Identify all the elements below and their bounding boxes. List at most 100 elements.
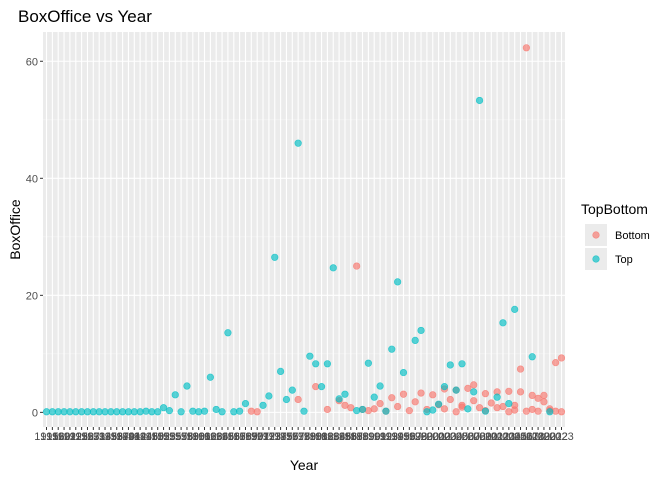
x-tick-label: 1934 bbox=[87, 431, 111, 443]
x-tick-label: 2007 bbox=[456, 431, 480, 443]
x-tick-label: 1986 bbox=[333, 431, 357, 443]
data-point-bottom bbox=[388, 394, 396, 402]
data-point-bottom bbox=[475, 404, 484, 412]
x-tick-label: 2005 bbox=[444, 431, 468, 443]
x-tick-label: 2006 bbox=[450, 431, 474, 443]
x-tick-label: 1974 bbox=[262, 431, 286, 443]
x-tick-label: 1976 bbox=[274, 431, 298, 443]
data-point-top bbox=[183, 382, 191, 390]
data-point-top bbox=[218, 408, 226, 416]
x-tick-label: 1984 bbox=[321, 431, 345, 443]
x-tick-label: 2004 bbox=[438, 431, 462, 443]
data-point-bottom bbox=[452, 408, 460, 416]
x-tick-label: 1991 bbox=[362, 431, 386, 443]
x-tick-label: 1975 bbox=[268, 431, 292, 443]
data-point-top bbox=[159, 404, 168, 412]
x-tick-label: 1922 bbox=[58, 431, 82, 443]
data-point-top bbox=[288, 386, 296, 394]
data-point-top bbox=[259, 401, 267, 409]
data-point-top bbox=[446, 361, 454, 369]
data-point-top bbox=[294, 139, 302, 147]
data-point-top bbox=[241, 399, 250, 408]
legend-label-top: Top bbox=[615, 254, 633, 266]
data-point-top bbox=[177, 408, 185, 416]
x-tick-label: 1959 bbox=[175, 431, 199, 443]
x-tick-label: 1980 bbox=[298, 431, 322, 443]
data-point-bottom bbox=[557, 354, 566, 362]
x-tick-label: 2002 bbox=[426, 431, 450, 443]
x-tick-label: 1966 bbox=[216, 431, 240, 443]
data-point-top bbox=[358, 405, 367, 414]
x-tick-label: 1972 bbox=[251, 431, 275, 443]
data-point-bottom bbox=[405, 407, 413, 415]
data-point-top bbox=[429, 406, 437, 414]
data-point-top bbox=[481, 407, 490, 415]
x-tick-label: 1968 bbox=[227, 431, 251, 443]
x-tick-label: 1981 bbox=[303, 431, 327, 443]
x-tick-label: 1963 bbox=[198, 431, 222, 443]
data-point-bottom bbox=[394, 402, 402, 411]
x-tick-label: 1987 bbox=[339, 431, 363, 443]
x-tick-label: 2019 bbox=[526, 431, 550, 443]
x-tick-label: 1999 bbox=[409, 431, 433, 443]
data-point-bottom bbox=[376, 399, 384, 408]
x-tick-label: 2012 bbox=[485, 431, 509, 443]
data-point-top bbox=[505, 399, 513, 408]
y-axis-label: BoxOffice bbox=[7, 199, 23, 260]
x-tick-label: 1988 bbox=[344, 431, 368, 443]
x-tick-label: 2016 bbox=[508, 431, 532, 443]
x-tick-label: 1958 bbox=[169, 431, 193, 443]
data-point-bottom bbox=[540, 398, 548, 406]
x-tick-label: 1965 bbox=[210, 431, 234, 443]
data-point-bottom bbox=[516, 388, 525, 396]
data-point-top bbox=[388, 345, 396, 353]
data-point-top bbox=[154, 408, 162, 416]
x-tick-label: 1925 bbox=[64, 431, 88, 443]
x-tick-label: 1985 bbox=[327, 431, 351, 443]
data-point-top bbox=[440, 383, 449, 391]
x-tick-label: 1942 bbox=[122, 431, 146, 443]
legend-title: TopBottom bbox=[581, 201, 648, 217]
data-point-top bbox=[376, 382, 384, 390]
x-tick-label: 1964 bbox=[204, 431, 228, 443]
data-point-bottom bbox=[429, 391, 437, 399]
data-point-top bbox=[475, 96, 484, 105]
x-tick-label: 2022 bbox=[543, 431, 567, 443]
x-tick-label: 1953 bbox=[151, 431, 175, 443]
data-point-bottom bbox=[470, 381, 478, 389]
data-point-bottom bbox=[522, 44, 530, 52]
x-tick-label: 1937 bbox=[104, 431, 128, 443]
x-tick-label: 1946 bbox=[134, 431, 158, 443]
x-axis-label: Year bbox=[290, 457, 319, 473]
x-tick-label: 1920 bbox=[46, 431, 70, 443]
x-tick-label: 2014 bbox=[497, 431, 521, 443]
data-point-top bbox=[306, 352, 314, 360]
x-tick-label: 1977 bbox=[280, 431, 304, 443]
data-point-bottom bbox=[464, 384, 472, 392]
data-point-bottom bbox=[399, 390, 408, 398]
x-tick-label: 1936 bbox=[99, 431, 123, 443]
data-point-top bbox=[165, 407, 174, 415]
x-tick-label: 2003 bbox=[432, 431, 456, 443]
data-point-bottom bbox=[470, 397, 478, 405]
data-point-top bbox=[511, 305, 519, 313]
data-points bbox=[42, 44, 566, 416]
data-point-top bbox=[528, 353, 536, 361]
data-point-top bbox=[452, 386, 460, 394]
data-point-top bbox=[282, 395, 291, 404]
x-tick-label: 1978 bbox=[286, 431, 310, 443]
x-tick-label: 1994 bbox=[380, 431, 404, 443]
data-point-bottom bbox=[516, 365, 525, 373]
data-point-top bbox=[382, 407, 390, 415]
data-point-bottom bbox=[505, 387, 513, 395]
data-point-bottom bbox=[417, 389, 425, 397]
data-point-bottom bbox=[294, 395, 302, 404]
y-tick-label: 20 bbox=[26, 290, 38, 302]
data-point-bottom bbox=[481, 390, 490, 398]
data-point-bottom bbox=[353, 262, 361, 270]
data-point-top bbox=[271, 253, 279, 261]
data-point-top bbox=[458, 360, 466, 368]
data-point-bottom bbox=[493, 404, 501, 412]
data-point-bottom bbox=[505, 408, 513, 416]
